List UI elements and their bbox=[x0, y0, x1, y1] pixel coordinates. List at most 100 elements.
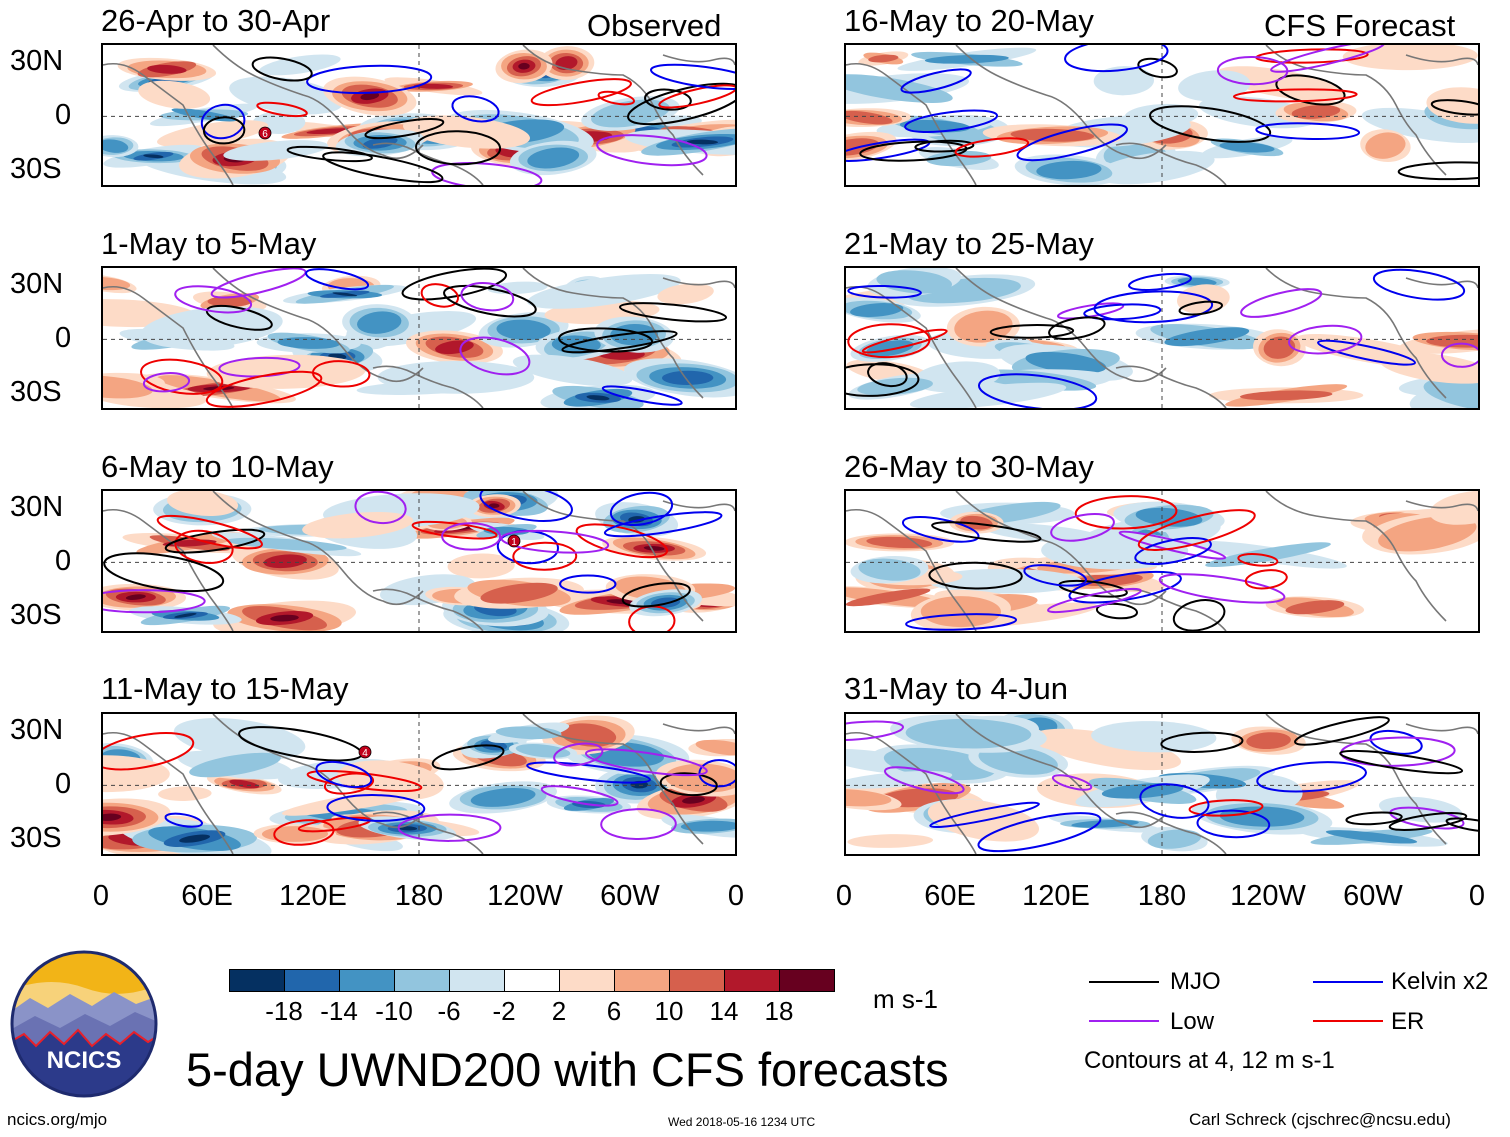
kelvin-contour bbox=[1369, 729, 1423, 755]
er-contour bbox=[861, 328, 948, 354]
map-canvas bbox=[846, 268, 1478, 408]
er-contour bbox=[140, 358, 224, 395]
er-contour bbox=[323, 772, 375, 795]
mjo-contour bbox=[1178, 300, 1224, 316]
colorbar-tick-label: -14 bbox=[320, 996, 358, 1026]
coastline bbox=[662, 723, 735, 735]
anomaly-shading bbox=[1429, 491, 1478, 525]
anomaly-shading bbox=[261, 826, 329, 842]
anomaly-shading bbox=[512, 354, 633, 387]
storm-marker-icon: 4 bbox=[358, 745, 372, 759]
anomaly-shading bbox=[905, 718, 1032, 749]
anomaly-shading bbox=[158, 786, 212, 801]
anomaly-shading bbox=[147, 64, 187, 74]
anomaly-shading bbox=[167, 491, 239, 516]
coastline bbox=[1405, 723, 1478, 735]
er-contour bbox=[256, 101, 308, 118]
anomaly-shading bbox=[1378, 796, 1463, 823]
low-contour bbox=[210, 268, 307, 299]
mjo-contour bbox=[322, 151, 444, 184]
er-contour bbox=[512, 541, 578, 571]
coastline bbox=[103, 508, 234, 631]
anomaly-shading bbox=[1291, 105, 1341, 119]
colorbar-swatch bbox=[669, 969, 725, 992]
anomaly-shading bbox=[125, 594, 146, 600]
low-contour bbox=[883, 766, 965, 795]
anomaly-shading bbox=[846, 789, 892, 807]
anomaly-shading bbox=[360, 92, 380, 101]
colorbar-units: m s-1 bbox=[873, 984, 938, 1014]
kelvin-contour bbox=[904, 109, 999, 133]
colorbar-swatch bbox=[394, 969, 450, 992]
colorbar-tick-label: -10 bbox=[375, 996, 413, 1026]
low-contour bbox=[103, 589, 206, 614]
anomaly-shading bbox=[1091, 721, 1217, 753]
anomaly-shading bbox=[846, 588, 931, 607]
anomaly-shading bbox=[960, 515, 993, 530]
mjo-contour bbox=[558, 327, 654, 353]
coastline bbox=[1115, 365, 1227, 408]
low-contour bbox=[1240, 288, 1323, 318]
er-contour bbox=[205, 370, 323, 408]
er-contour bbox=[103, 732, 195, 771]
anomaly-shading bbox=[846, 110, 893, 125]
low-contour bbox=[460, 282, 515, 312]
anomaly-shading bbox=[1205, 542, 1331, 568]
low-contour bbox=[1050, 512, 1115, 542]
anomaly-shading bbox=[643, 546, 665, 551]
low-contour bbox=[540, 785, 619, 807]
figure-title: 5-day UWND200 with CFS forecasts bbox=[186, 1043, 949, 1096]
map-canvas: 6 bbox=[103, 45, 735, 185]
mjo-contour bbox=[1445, 817, 1478, 833]
low-contour bbox=[553, 742, 604, 767]
coastline bbox=[846, 285, 977, 408]
legend-kelvin-line bbox=[1313, 981, 1383, 983]
anomaly-shading bbox=[876, 270, 952, 294]
mjo-contour bbox=[286, 145, 373, 163]
storm-marker-icon: 6 bbox=[258, 126, 272, 140]
mjo-contour bbox=[928, 561, 1023, 590]
colorbar-swatch bbox=[779, 969, 835, 992]
anomaly-shading bbox=[277, 337, 340, 349]
mjo-contour bbox=[443, 284, 537, 318]
panel-title-observed-2: 1-May to 5-May bbox=[101, 226, 317, 261]
anomaly-shading bbox=[103, 755, 170, 793]
coastline bbox=[212, 45, 424, 160]
anomaly-shading bbox=[207, 296, 252, 307]
colorbar-swatch bbox=[559, 969, 615, 992]
coastline bbox=[1265, 491, 1447, 622]
map-canvas: 4 bbox=[103, 714, 735, 854]
kelvin-contour bbox=[559, 574, 617, 594]
storm-marker-icon: 1 bbox=[507, 534, 521, 548]
kelvin-contour bbox=[200, 103, 246, 140]
anomaly-shading bbox=[1285, 600, 1345, 615]
anomaly-shading bbox=[496, 319, 551, 341]
anomaly-shading bbox=[515, 744, 571, 758]
lon-label: 0 bbox=[835, 880, 853, 912]
lon-label: 120E bbox=[1022, 880, 1090, 912]
anomaly-shading bbox=[1365, 132, 1406, 159]
legend-mjo-label: MJO bbox=[1170, 968, 1221, 995]
mjo-contour bbox=[1149, 105, 1272, 143]
lat-label-30s: 30S bbox=[10, 376, 62, 408]
anomaly-shading bbox=[1379, 352, 1478, 384]
mjo-contour bbox=[621, 582, 691, 608]
anomaly-shading bbox=[103, 375, 153, 399]
colorbar-tick-label: -2 bbox=[492, 996, 516, 1026]
kelvin-contour bbox=[977, 812, 1102, 853]
anomaly-shading bbox=[447, 553, 515, 579]
coastline bbox=[955, 491, 1167, 606]
mjo-contour bbox=[103, 552, 225, 593]
coastline bbox=[662, 277, 735, 289]
colorbar-tick-label: 2 bbox=[551, 996, 567, 1026]
anomaly-shading bbox=[302, 511, 414, 539]
coastline bbox=[103, 62, 234, 185]
anomaly-shading bbox=[1378, 516, 1477, 552]
mjo-contour bbox=[1048, 316, 1106, 340]
low-contour bbox=[600, 808, 677, 841]
footer-url[interactable]: ncics.org/mjo bbox=[7, 1110, 108, 1129]
anomaly-shading bbox=[1176, 284, 1230, 314]
mjo-contour bbox=[1275, 74, 1346, 106]
map-panel-observed-1: 6 bbox=[101, 43, 737, 187]
anomaly-shading bbox=[157, 120, 269, 148]
